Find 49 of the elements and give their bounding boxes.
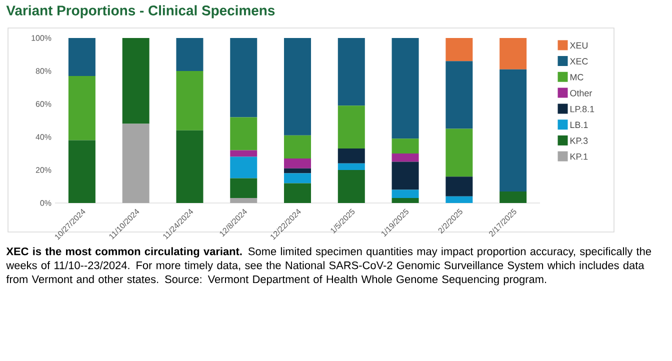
legend-label: MC [570, 74, 584, 80]
bar [284, 183, 312, 203]
bar [446, 196, 473, 203]
bar [338, 38, 365, 106]
bar [68, 140, 96, 203]
bar [230, 156, 258, 178]
bar [176, 130, 204, 203]
bar [122, 124, 150, 203]
text: XEC is the most common circulating variant. Some limited specimen quantities may impact proportion accuracy, specifically the weeks of 11/10--23/2024. For more timely data, see the National SARS-CoV-2 Genomic Surveillance System which includes data from Vermont and other states. Source: Vermont Department of Health Whole Genome Sequencing program. [6, 247, 652, 286]
bar [284, 168, 312, 174]
bar [230, 150, 258, 157]
legend-label: LB.1 [570, 122, 588, 128]
legend-label: XEC [570, 58, 588, 64]
bar [230, 117, 258, 150]
bar [446, 128, 473, 177]
bar [500, 191, 527, 203]
bar [446, 61, 473, 129]
bar [392, 153, 419, 162]
bar [284, 135, 312, 158]
bar [230, 38, 258, 118]
bar [446, 176, 473, 196]
bar [338, 163, 365, 170]
bar [392, 38, 419, 139]
bar [392, 138, 419, 154]
bar [338, 106, 365, 149]
bar [338, 148, 365, 164]
bar [68, 76, 96, 140]
bar [500, 69, 527, 192]
bar [284, 38, 312, 136]
legend-label: KP.1 [570, 153, 588, 160]
legend-label: XEU [570, 42, 588, 49]
chart-title: Variant Proportions - Clinical Specimens [6, 5, 275, 18]
legend-label: Other [570, 90, 592, 96]
bar [500, 38, 527, 70]
bar [230, 178, 258, 198]
bar [284, 158, 312, 168]
bar [392, 190, 419, 198]
bar [392, 162, 419, 190]
bar [284, 173, 312, 184]
bar [176, 70, 204, 130]
bar [446, 38, 473, 62]
legend-label: KP.3 [570, 138, 588, 144]
bar [392, 198, 419, 203]
bar [68, 38, 96, 76]
bar [230, 198, 258, 203]
bar [176, 38, 204, 71]
bar [122, 38, 150, 124]
bar [338, 170, 365, 203]
legend-label: LP.8.1 [570, 106, 594, 112]
